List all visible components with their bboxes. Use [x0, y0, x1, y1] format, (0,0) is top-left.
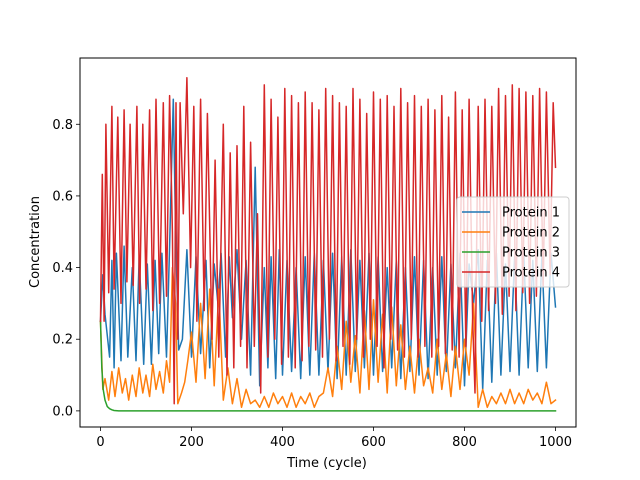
series-line-protein-4	[99, 76, 557, 405]
y-tick-label: 0.8	[52, 118, 73, 133]
x-tick-label: 800	[452, 435, 477, 450]
legend-frame	[456, 196, 570, 288]
y-tick-label: 0.6	[52, 189, 73, 204]
y-axis: 0.0 0.2 0.4 0.6 0.8	[52, 118, 80, 419]
x-tick-label: 200	[179, 435, 204, 450]
x-tick-label: 1000	[539, 435, 572, 450]
series-line-protein-3	[99, 320, 557, 412]
x-tick-label: 400	[270, 435, 295, 450]
plot-area	[79, 57, 577, 428]
x-axis: 0 200 400 600 800 1000	[96, 427, 572, 450]
legend: Protein 1 Protein 2 Protein 3 Protein 4	[456, 196, 570, 288]
legend-label-protein-4: Protein 4	[502, 266, 560, 281]
axes-frame	[79, 57, 577, 428]
legend-label-protein-1: Protein 1	[502, 206, 560, 221]
y-tick-label: 0.2	[52, 333, 73, 348]
y-tick-label: 0.4	[52, 261, 73, 276]
y-tick-label: 0.0	[52, 404, 73, 419]
series-line-protein-2	[99, 266, 557, 409]
y-axis-title: Concentration	[28, 196, 43, 288]
x-tick-label: 600	[361, 435, 386, 450]
x-axis-title: Time (cycle)	[286, 456, 367, 471]
legend-label-protein-3: Protein 3	[502, 246, 560, 261]
legend-label-protein-2: Protein 2	[502, 226, 560, 241]
series-group	[99, 76, 557, 412]
x-tick-label: 0	[96, 435, 104, 450]
